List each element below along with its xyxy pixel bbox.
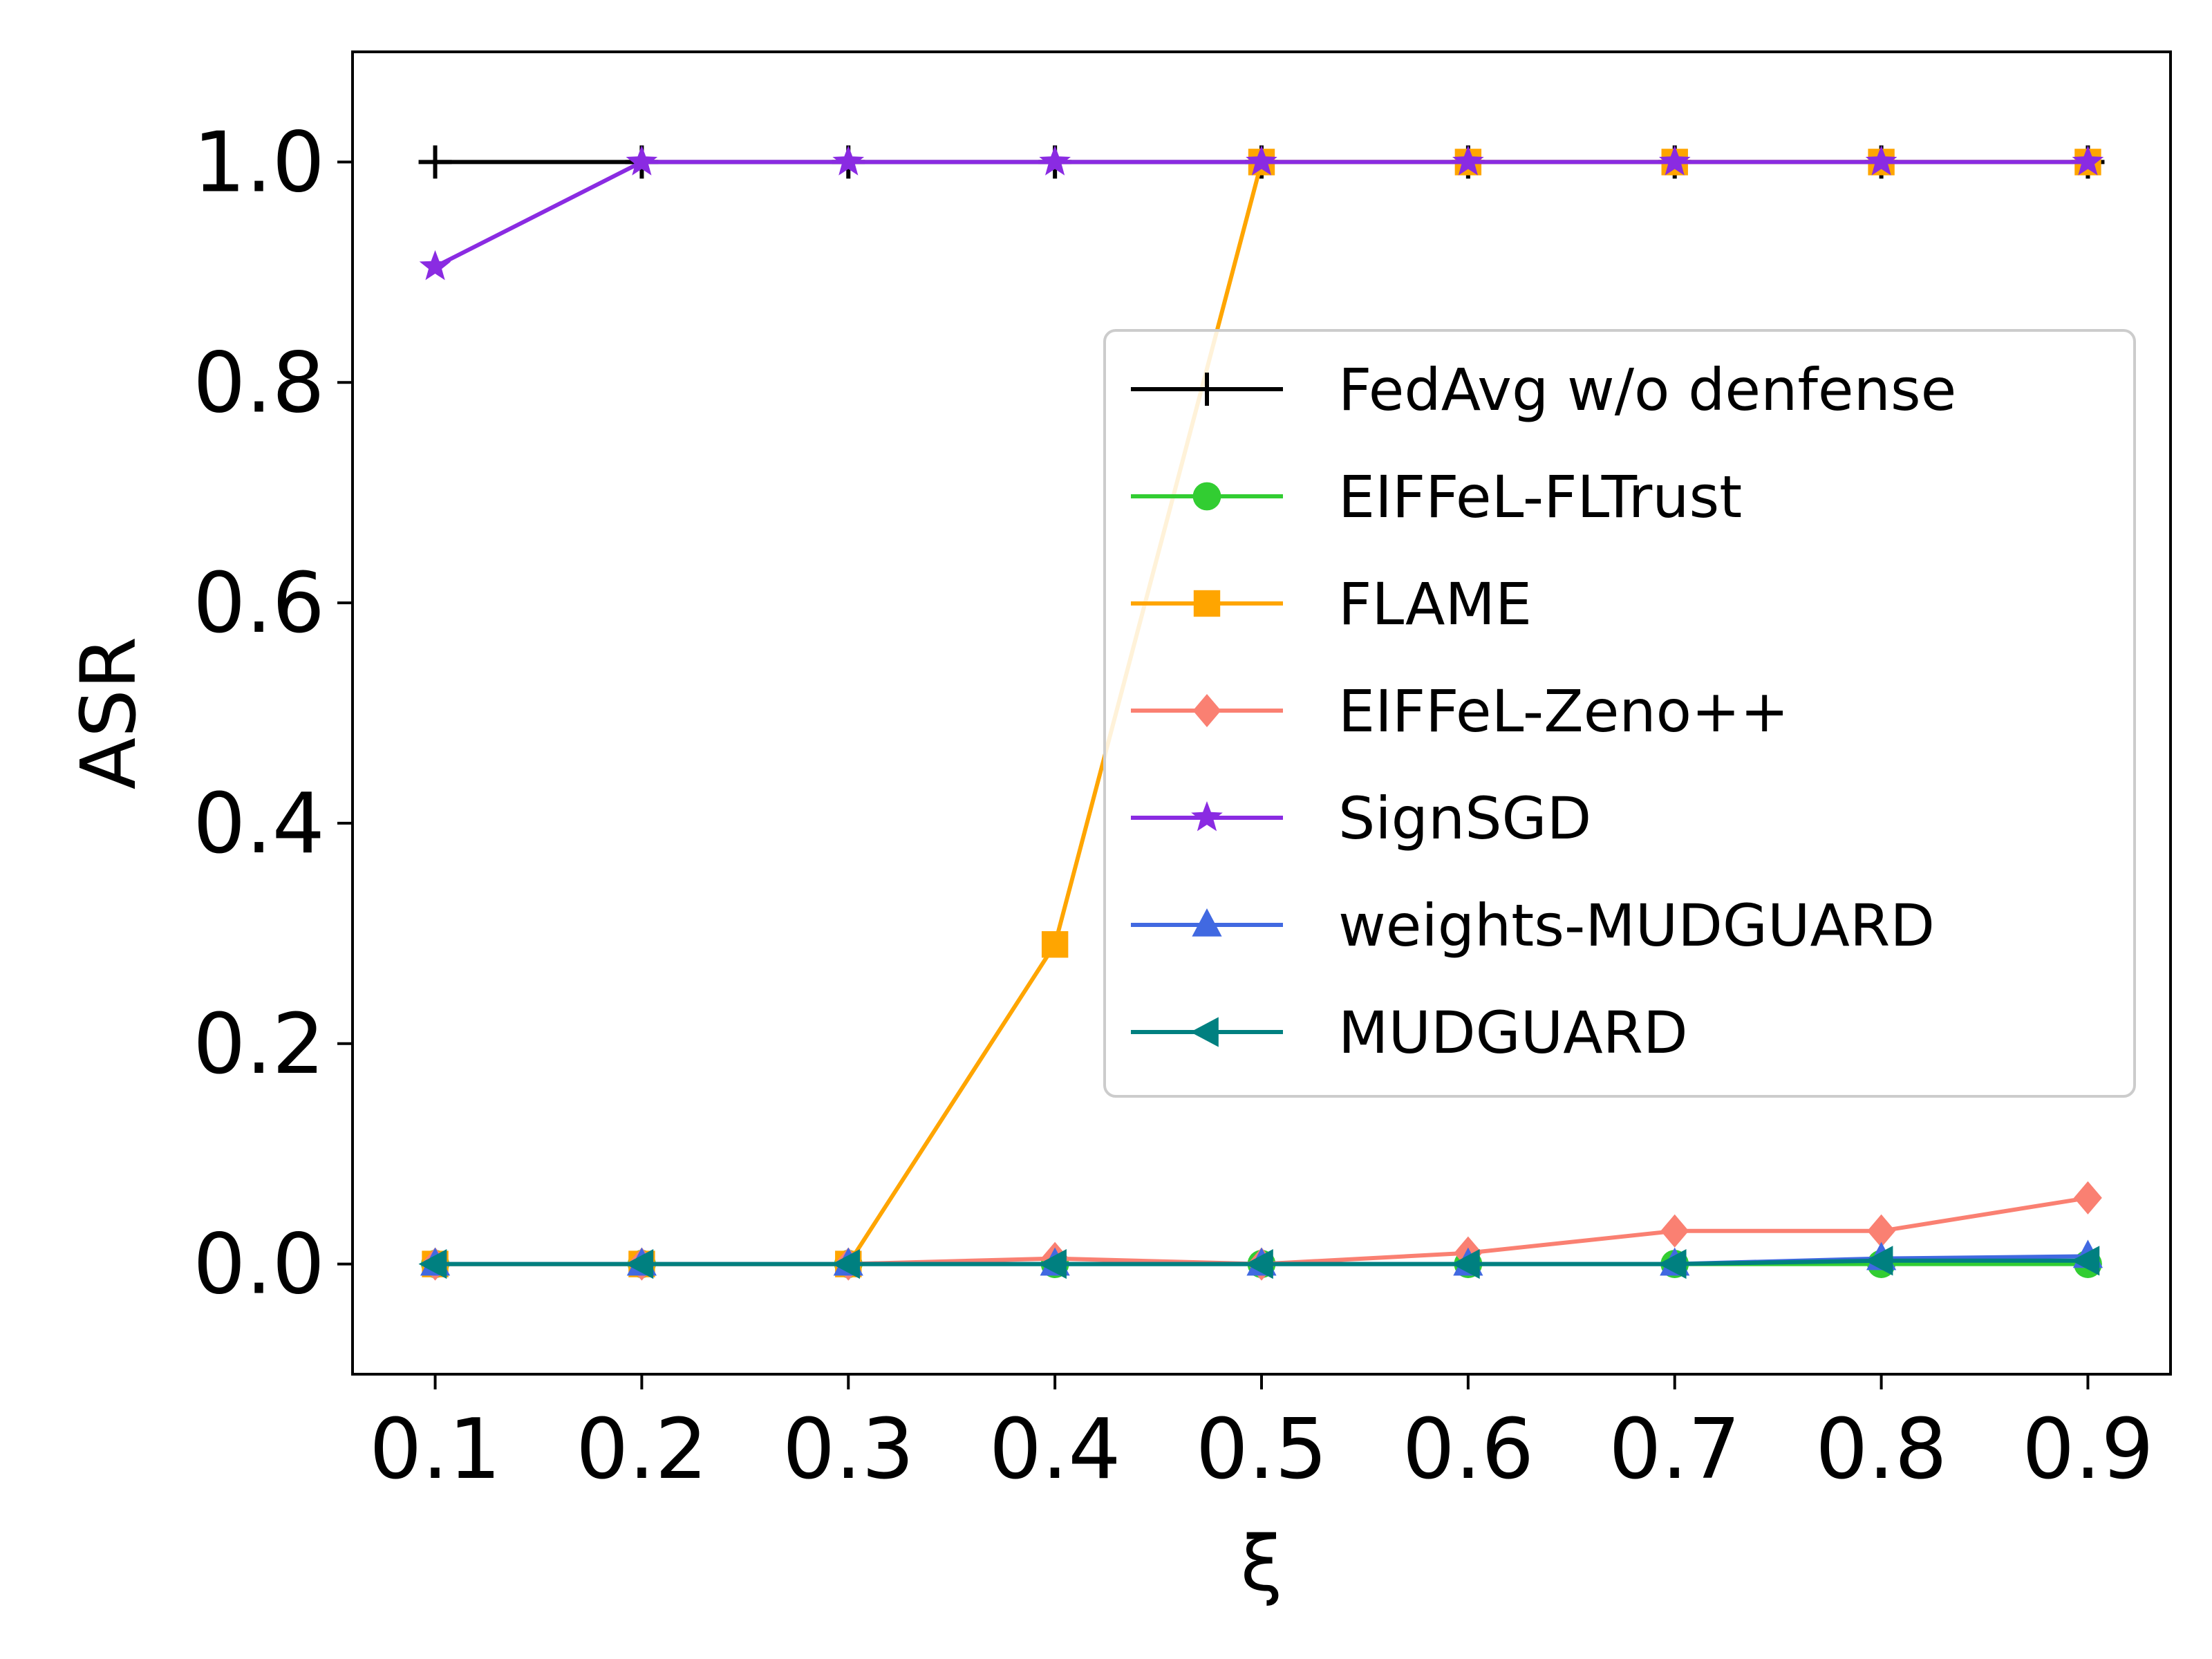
y-tick-label: 0.4 bbox=[193, 776, 325, 872]
data-point-flame bbox=[1041, 931, 1069, 958]
data-point-mudguard bbox=[418, 1248, 447, 1280]
data-point-signsgd bbox=[626, 145, 658, 176]
data-point-mudguard bbox=[832, 1248, 861, 1280]
axes: 0.1 0.2 0.3 0.4 0.5 0.6 0.7 0.8 0.9 0.0 0.2 0.4 0.6 0… bbox=[193, 115, 2154, 1498]
legend-item-fedavg-w-o-denfense: FedAvg w/o denfense bbox=[1131, 356, 1956, 424]
y-tick-label: 0.0 bbox=[193, 1217, 325, 1313]
data-point-mudguard bbox=[1658, 1248, 1687, 1280]
data-point-mudguard bbox=[625, 1248, 654, 1280]
data-point-signsgd bbox=[1658, 145, 1691, 176]
legend-item-weights-mudguard: weights-MUDGUARD bbox=[1131, 892, 1935, 959]
data-point-mudguard bbox=[1038, 1248, 1067, 1280]
data-point-mudguard bbox=[1864, 1246, 1893, 1276]
x-tick-label: 0.5 bbox=[1196, 1402, 1328, 1498]
data-point-signsgd bbox=[1865, 145, 1897, 176]
data-point-mudguard bbox=[2071, 1246, 2100, 1276]
series-group bbox=[418, 145, 2105, 1281]
legend-swatch-marker bbox=[1192, 482, 1221, 511]
legend-swatch-marker bbox=[1192, 694, 1221, 727]
x-tick-label: 0.2 bbox=[576, 1402, 708, 1498]
data-point-signsgd bbox=[1039, 145, 1071, 176]
y-tick-label: 0.8 bbox=[193, 335, 325, 431]
legend-label: FLAME bbox=[1338, 570, 1532, 638]
legend-item-eiffel-zeno: EIFFeL-Zeno++ bbox=[1131, 677, 1789, 745]
data-point-mudguard bbox=[1245, 1248, 1273, 1280]
x-tick-label: 0.4 bbox=[989, 1402, 1121, 1498]
legend-swatch-marker bbox=[1192, 908, 1222, 937]
x-tick-label: 0.8 bbox=[1815, 1402, 1947, 1498]
legend-label: SignSGD bbox=[1338, 785, 1591, 852]
legend-item-eiffel-fltrust: EIFFeL-FLTrust bbox=[1131, 463, 1742, 531]
data-point-fedavg-w-o-denfense bbox=[418, 145, 452, 179]
x-tick-label: 0.7 bbox=[1609, 1402, 1741, 1498]
y-tick-label: 1.0 bbox=[193, 115, 325, 211]
x-axis-label: ξ bbox=[1240, 1519, 1282, 1608]
legend-swatch-marker bbox=[1193, 590, 1221, 617]
data-point-signsgd bbox=[2072, 145, 2104, 176]
legend-swatch-marker bbox=[1190, 373, 1224, 406]
data-point-signsgd bbox=[1452, 145, 1484, 176]
legend-item-signsgd: SignSGD bbox=[1131, 785, 1591, 852]
legend-frame bbox=[1103, 329, 2136, 1098]
data-point-signsgd bbox=[419, 250, 451, 281]
data-point-mudguard bbox=[1451, 1248, 1480, 1280]
x-tick-label: 0.3 bbox=[782, 1402, 915, 1498]
legend-item-mudguard: MUDGUARD bbox=[1131, 999, 1688, 1067]
data-point-signsgd bbox=[832, 145, 865, 176]
legend-item-flame: FLAME bbox=[1131, 570, 1532, 638]
x-tick-label: 0.1 bbox=[369, 1402, 501, 1498]
legend-label: weights-MUDGUARD bbox=[1338, 892, 1935, 959]
legend-label: EIFFeL-FLTrust bbox=[1338, 463, 1742, 531]
legend-label: EIFFeL-Zeno++ bbox=[1338, 677, 1789, 745]
data-point-eiffel-zeno bbox=[2074, 1181, 2102, 1215]
y-axis-label: ASR bbox=[64, 637, 153, 790]
data-point-signsgd bbox=[1246, 145, 1277, 176]
legend-swatch-marker bbox=[1190, 1017, 1219, 1047]
y-tick-label: 0.2 bbox=[193, 997, 325, 1093]
legend: FedAvg w/o denfense EIFFeL-FLTrust FLAME EI… bbox=[1103, 329, 2136, 1098]
series-signsgd bbox=[419, 145, 2104, 281]
data-point-eiffel-zeno bbox=[1867, 1214, 1895, 1248]
y-tick-label: 0.6 bbox=[193, 556, 325, 652]
legend-label: FedAvg w/o denfense bbox=[1338, 356, 1956, 424]
legend-label: MUDGUARD bbox=[1338, 999, 1688, 1067]
x-tick-label: 0.6 bbox=[1402, 1402, 1534, 1498]
x-tick-label: 0.9 bbox=[2022, 1402, 2154, 1498]
data-point-eiffel-zeno bbox=[1660, 1214, 1689, 1248]
legend-swatch-marker bbox=[1191, 801, 1223, 832]
series-mudguard bbox=[418, 1246, 2100, 1280]
